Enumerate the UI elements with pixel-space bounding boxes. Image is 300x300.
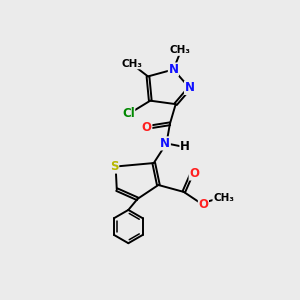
Text: N: N	[168, 63, 178, 76]
Text: O: O	[142, 121, 152, 134]
Text: S: S	[110, 160, 119, 173]
Text: CH₃: CH₃	[170, 45, 191, 55]
Text: N: N	[184, 82, 195, 94]
Text: Cl: Cl	[122, 107, 135, 120]
Text: CH₃: CH₃	[121, 59, 142, 69]
Text: N: N	[160, 137, 170, 150]
Text: O: O	[198, 198, 208, 211]
Text: O: O	[189, 167, 199, 180]
Text: CH₃: CH₃	[213, 193, 234, 203]
Text: H: H	[180, 140, 190, 153]
